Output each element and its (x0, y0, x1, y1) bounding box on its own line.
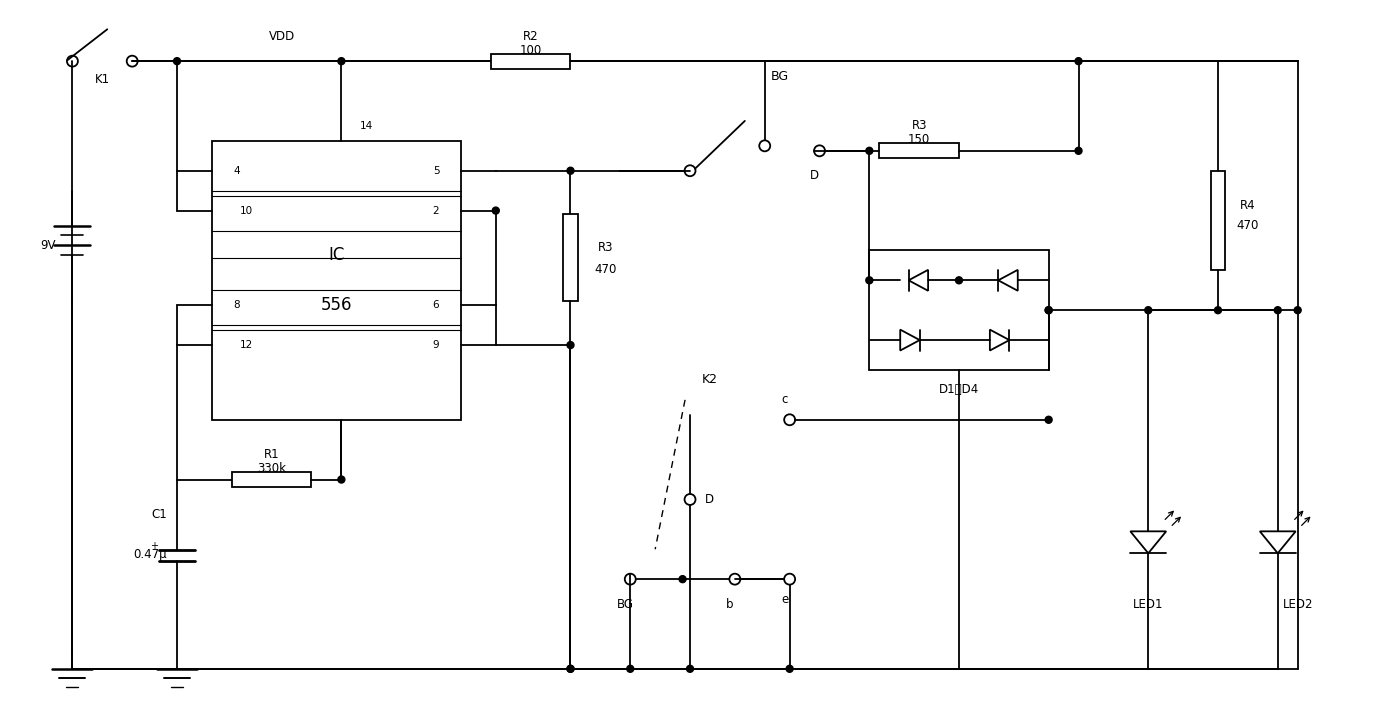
Circle shape (1214, 307, 1221, 314)
Polygon shape (909, 270, 928, 291)
Text: 330k: 330k (256, 462, 286, 475)
Text: R1: R1 (263, 448, 279, 461)
Text: D1～D4: D1～D4 (940, 383, 979, 397)
Bar (870, 251, 1048, 370)
Text: 12: 12 (240, 340, 254, 350)
Text: BG: BG (616, 598, 634, 611)
Bar (231, 472, 311, 487)
Circle shape (679, 576, 686, 582)
Text: 6: 6 (432, 300, 439, 310)
Circle shape (337, 476, 344, 483)
Text: 2: 2 (432, 206, 439, 215)
Text: C1: C1 (152, 508, 167, 521)
Text: b: b (726, 598, 733, 611)
Text: 10: 10 (240, 206, 254, 215)
Text: LED1: LED1 (1133, 598, 1164, 611)
Text: D: D (810, 169, 820, 182)
Text: 9V: 9V (40, 239, 56, 252)
Polygon shape (998, 270, 1018, 291)
Polygon shape (1131, 531, 1167, 553)
Text: R3: R3 (598, 241, 613, 254)
Text: 5: 5 (432, 166, 439, 176)
Circle shape (1294, 307, 1301, 314)
Circle shape (173, 58, 180, 65)
Text: 8: 8 (233, 300, 240, 310)
Text: VDD: VDD (269, 30, 294, 42)
Text: c: c (782, 393, 788, 406)
Text: 4: 4 (233, 166, 240, 176)
Polygon shape (901, 330, 920, 351)
Text: K1: K1 (95, 73, 110, 86)
Circle shape (866, 148, 873, 154)
Circle shape (567, 665, 574, 672)
Circle shape (567, 665, 574, 672)
Bar (212, 141, 461, 420)
Circle shape (1046, 307, 1052, 314)
Circle shape (1144, 307, 1151, 314)
Circle shape (866, 276, 873, 284)
Text: D: D (705, 493, 714, 506)
Text: IC: IC (328, 246, 344, 264)
Text: 9: 9 (432, 340, 439, 350)
Text: R2: R2 (523, 30, 538, 42)
Text: +: + (151, 541, 158, 552)
Circle shape (567, 167, 574, 174)
Text: 150: 150 (907, 133, 930, 146)
Circle shape (1046, 416, 1052, 423)
Polygon shape (990, 330, 1009, 351)
Circle shape (1046, 307, 1052, 314)
Bar (1210, 171, 1225, 270)
Bar (880, 143, 959, 158)
Text: R3: R3 (912, 120, 927, 132)
Text: LED2: LED2 (1282, 598, 1313, 611)
Circle shape (955, 276, 962, 284)
Text: 470: 470 (594, 264, 616, 276)
Circle shape (567, 341, 574, 348)
Text: K2: K2 (703, 374, 718, 387)
Circle shape (627, 665, 634, 672)
Text: 14: 14 (360, 121, 374, 131)
Text: 470: 470 (1236, 219, 1259, 232)
Circle shape (786, 665, 793, 672)
Circle shape (686, 665, 693, 672)
Circle shape (1075, 58, 1082, 65)
Text: 0.47μ: 0.47μ (134, 548, 167, 561)
Bar (563, 215, 579, 302)
Circle shape (337, 58, 344, 65)
Text: R4: R4 (1241, 199, 1256, 212)
Polygon shape (1260, 531, 1295, 553)
Text: e: e (781, 593, 788, 606)
Circle shape (492, 207, 499, 214)
Text: 556: 556 (321, 296, 353, 314)
Circle shape (1274, 307, 1281, 314)
Text: 100: 100 (520, 44, 542, 57)
Text: BG: BG (771, 70, 789, 83)
Circle shape (1075, 148, 1082, 154)
Bar (491, 54, 570, 68)
